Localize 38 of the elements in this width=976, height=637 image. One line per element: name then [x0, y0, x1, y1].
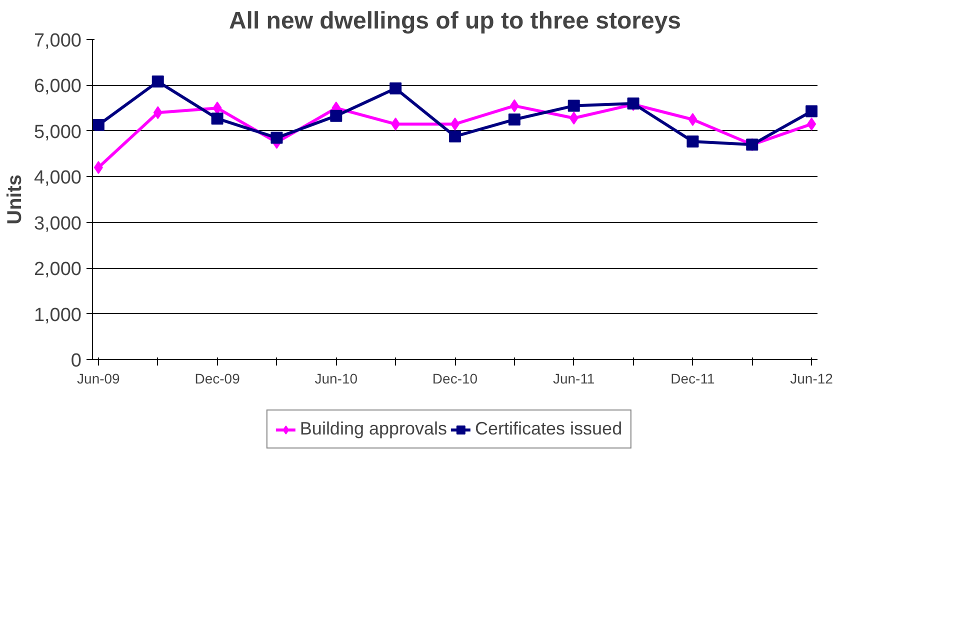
y-tick-label: 1,000	[34, 304, 82, 326]
point	[807, 118, 816, 131]
x-tick-label: Jun-11	[552, 370, 595, 386]
point	[92, 118, 104, 131]
point	[94, 161, 103, 174]
legend-label: Building approvals	[300, 418, 448, 440]
point	[568, 100, 580, 112]
y-tick-label: 3,000	[34, 213, 82, 234]
point	[508, 114, 520, 126]
y-tick-label: 4,000	[34, 168, 82, 189]
x-tick-label: Jun-09	[77, 370, 120, 386]
y-axis-title: Units	[4, 174, 26, 224]
y-tick-label: 7,000	[34, 30, 82, 52]
point	[152, 76, 164, 88]
y-tick-label: 0	[70, 350, 82, 372]
point	[449, 130, 461, 142]
point	[270, 132, 283, 144]
x-tick-label: Jun-12	[790, 370, 834, 386]
point	[212, 102, 222, 115]
point	[330, 110, 342, 122]
point	[688, 113, 698, 126]
point	[390, 82, 402, 94]
y-tick-label: 5,000	[34, 122, 82, 143]
point	[569, 112, 578, 125]
x-tick-label: Dec-09	[194, 370, 240, 386]
x-tick-label: Dec-10	[432, 370, 478, 386]
legend-label: Certificates issued	[475, 418, 622, 440]
point	[211, 112, 224, 125]
chart-title: All new dwellings of up to three storeys	[228, 8, 682, 34]
y-tick-label: 2,000	[34, 259, 82, 280]
x-tick-label: Dec-11	[670, 370, 715, 386]
y-tick-label: 6,000	[34, 76, 82, 98]
point	[686, 135, 699, 148]
point	[153, 106, 162, 120]
point	[391, 118, 400, 131]
point	[510, 99, 519, 112]
x-tick-label: Jun-10	[314, 370, 358, 386]
point	[806, 105, 818, 118]
